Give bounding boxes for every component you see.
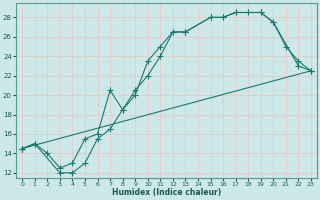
X-axis label: Humidex (Indice chaleur): Humidex (Indice chaleur) — [112, 188, 221, 197]
